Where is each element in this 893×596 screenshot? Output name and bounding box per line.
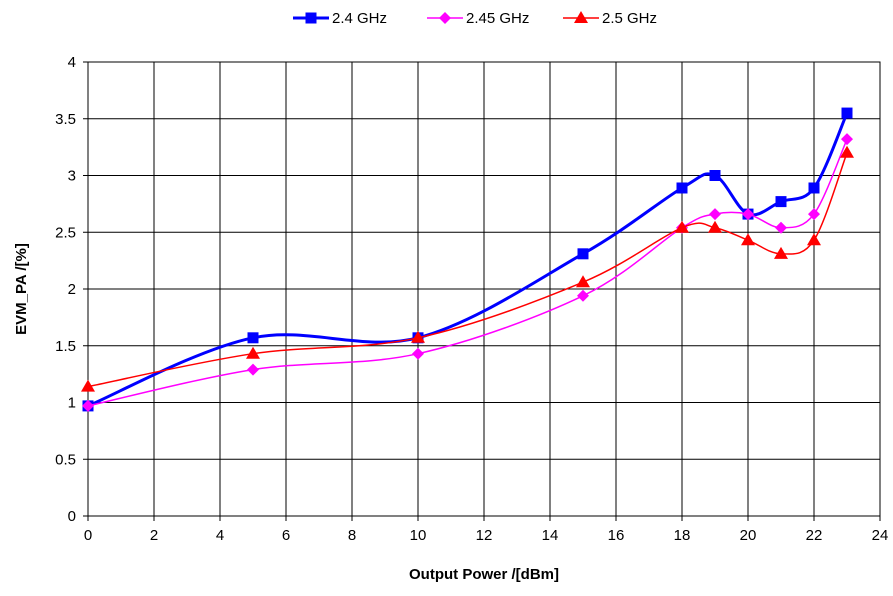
data-point xyxy=(775,196,787,208)
legend-item: 2.45 GHz xyxy=(427,10,529,27)
y-tick-label: 4 xyxy=(68,54,76,71)
series-line xyxy=(87,152,848,388)
y-axis-title: EVM_PA /[%] xyxy=(13,243,30,335)
data-point xyxy=(841,107,853,119)
legend-marker xyxy=(305,12,317,24)
data-point xyxy=(808,208,820,221)
x-tick-label: 24 xyxy=(872,527,889,544)
data-point xyxy=(576,275,590,288)
x-tick-label: 20 xyxy=(740,527,757,544)
x-axis-title: Output Power /[dBm] xyxy=(409,566,559,583)
x-tick-label: 22 xyxy=(806,527,823,544)
legend-label: 2.45 GHz xyxy=(466,10,529,27)
legend-marker xyxy=(574,11,588,23)
series-line xyxy=(87,112,849,408)
x-tick-label: 8 xyxy=(348,527,356,544)
data-point xyxy=(841,133,853,146)
x-tick-label: 0 xyxy=(84,527,92,544)
data-point xyxy=(82,399,94,412)
y-tick-label: 0.5 xyxy=(55,451,76,468)
y-tick-label: 3.5 xyxy=(55,111,76,128)
series-line xyxy=(87,138,848,407)
series-2-4-ghz xyxy=(82,107,853,412)
series-layer xyxy=(81,107,854,412)
grid xyxy=(87,61,881,517)
x-tick-label: 10 xyxy=(410,527,427,544)
data-point xyxy=(577,248,589,260)
x-tick-label: 12 xyxy=(476,527,493,544)
x-tick-label: 2 xyxy=(150,527,158,544)
data-point xyxy=(840,145,854,158)
data-point xyxy=(577,289,589,302)
data-point xyxy=(774,246,788,259)
data-point xyxy=(81,379,95,392)
data-point xyxy=(741,233,755,246)
data-point xyxy=(709,208,721,221)
legend-item: 2.4 GHz xyxy=(293,10,387,27)
legend-item: 2.5 GHz xyxy=(563,10,657,27)
data-point xyxy=(676,182,688,194)
legend: 2.4 GHz 2.45 GHz 2.5 GHz xyxy=(293,10,657,27)
data-point xyxy=(708,220,722,233)
data-point xyxy=(411,330,425,343)
y-tick-label: 2 xyxy=(68,281,76,298)
y-tick-label: 0 xyxy=(68,508,76,525)
data-point xyxy=(247,363,259,376)
y-tick-label: 2.5 xyxy=(55,224,76,241)
x-tick-label: 14 xyxy=(542,527,559,544)
x-axis-ticks: 0 2 4 6 8 10 12 14 16 18 20 22 24 xyxy=(84,516,889,544)
legend-label: 2.4 GHz xyxy=(332,10,387,27)
data-point xyxy=(775,221,787,234)
x-tick-label: 4 xyxy=(216,527,224,544)
series-2-45-ghz xyxy=(82,133,853,412)
series-2-5-ghz xyxy=(81,145,854,392)
y-axis-ticks: 0 0.5 1 1.5 2 2.5 3 3.5 4 xyxy=(55,54,88,525)
data-point xyxy=(247,332,259,344)
legend-label: 2.5 GHz xyxy=(602,10,657,27)
data-point xyxy=(807,233,821,246)
data-point xyxy=(675,220,689,233)
data-point xyxy=(246,346,260,359)
x-tick-label: 6 xyxy=(282,527,290,544)
data-point xyxy=(412,347,424,360)
y-tick-label: 1 xyxy=(68,395,76,412)
data-point xyxy=(808,182,820,194)
x-tick-label: 16 xyxy=(608,527,625,544)
x-tick-label: 18 xyxy=(674,527,691,544)
legend-marker xyxy=(439,12,451,24)
data-point xyxy=(709,170,721,181)
y-tick-label: 1.5 xyxy=(55,338,76,355)
y-tick-label: 3 xyxy=(68,168,76,185)
data-point xyxy=(742,208,754,221)
